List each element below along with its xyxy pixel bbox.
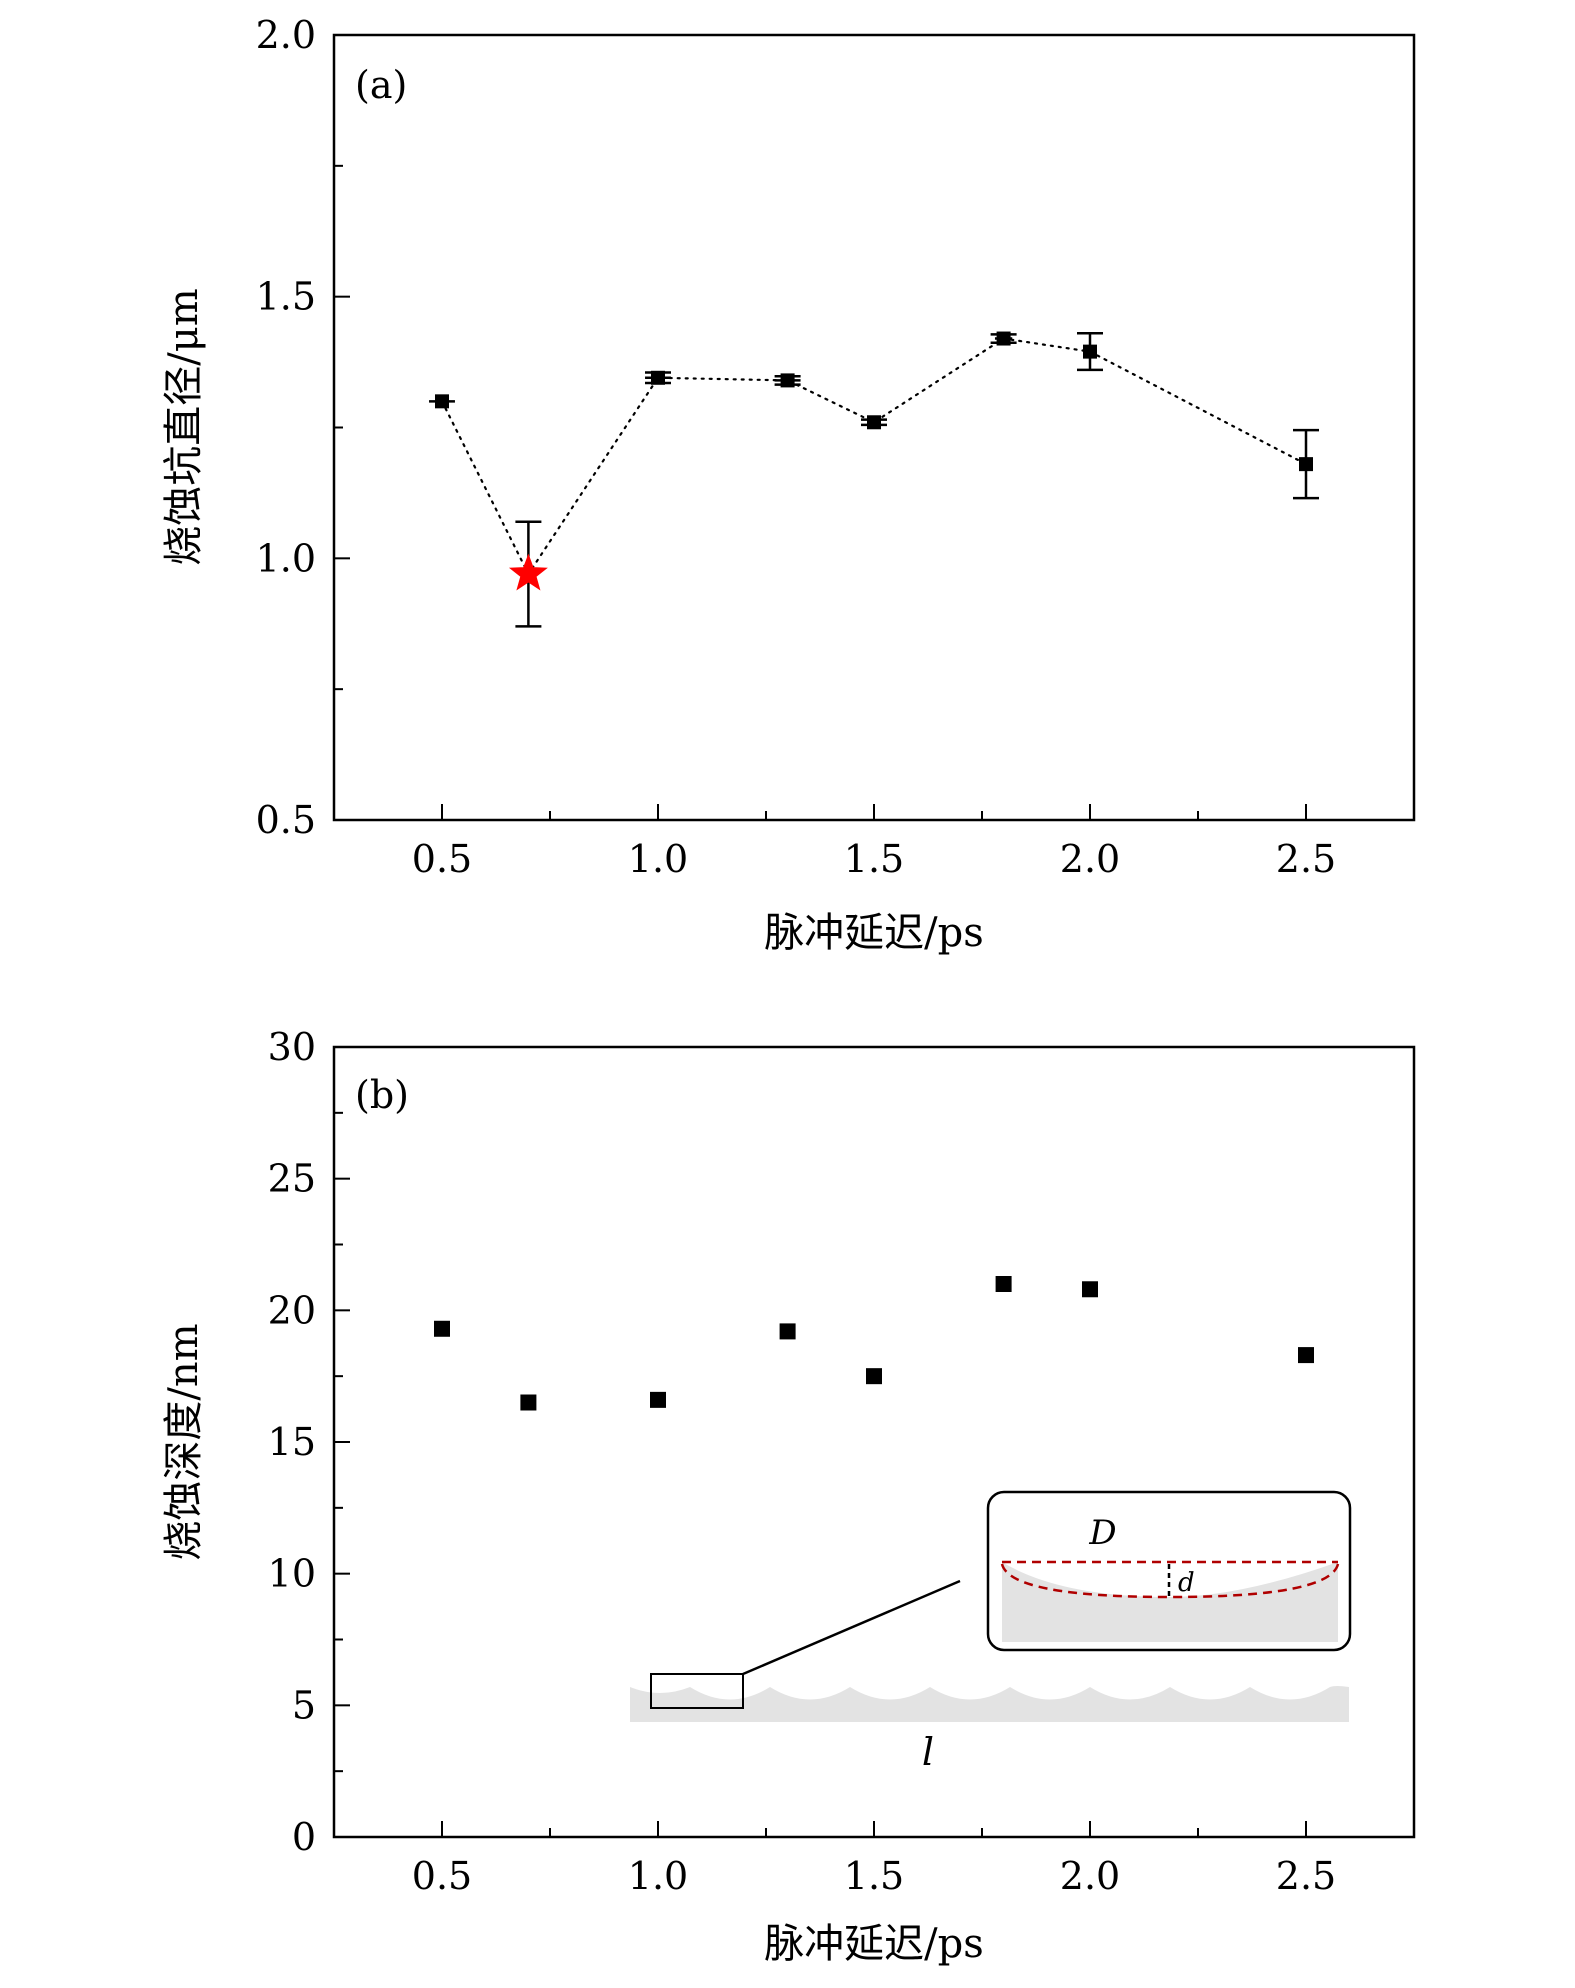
- length-label: l: [922, 1730, 934, 1774]
- y-tick-label: 2.0: [256, 13, 316, 57]
- panel-b-ticks: 0.5 1.0 1.5 2.0 2.5 0 5 10 15 20 25 30: [268, 1025, 1337, 1898]
- y-tick-label: 25: [268, 1157, 316, 1201]
- highlight-star-point: [508, 553, 548, 591]
- data-point: [435, 394, 449, 409]
- zoom-substrate: [1002, 1562, 1338, 1642]
- data-point: [866, 1368, 882, 1385]
- series-line: [440, 337, 1308, 577]
- panel-a-x-axis-title: 脉冲延迟/ps: [764, 910, 984, 956]
- data-point: [1082, 1281, 1098, 1298]
- data-point: [867, 415, 881, 430]
- data-point: [779, 1323, 796, 1340]
- data-point: [1299, 457, 1313, 472]
- data-point: [996, 331, 1011, 346]
- panel-b-label: (b): [355, 1073, 409, 1117]
- data-point: [650, 1391, 666, 1408]
- data-point: [780, 373, 795, 388]
- panel-a-error-bars: [429, 332, 1319, 628]
- data-point: [995, 1276, 1012, 1292]
- x-tick-label: 2.0: [1060, 837, 1120, 881]
- panel-a-y-axis-title: 烧蚀坑直径/μm: [161, 288, 207, 565]
- y-tick-label: 1.5: [256, 275, 316, 319]
- substrate-surface: [630, 1686, 1349, 1722]
- panel-b-x-axis-title: 脉冲延迟/ps: [764, 1921, 984, 1967]
- depth-label: d: [1178, 1568, 1195, 1598]
- data-point: [520, 1394, 537, 1411]
- crater-schematic-inset: D d l: [630, 1490, 1352, 1774]
- x-tick-label: 1.0: [628, 1854, 688, 1898]
- panel-b-data-points: [434, 1276, 1314, 1411]
- x-tick-label: 2.0: [1060, 1854, 1120, 1898]
- y-tick-label: 30: [268, 1025, 316, 1069]
- x-tick-label: 0.5: [412, 837, 472, 881]
- zoom-connector-line: [742, 1579, 961, 1676]
- y-tick-label: 20: [268, 1288, 316, 1332]
- data-point: [1298, 1347, 1314, 1364]
- y-tick-label: 0: [292, 1815, 316, 1859]
- x-tick-label: 1.5: [844, 837, 904, 881]
- x-tick-label: 2.5: [1276, 837, 1336, 881]
- x-tick-label: 2.5: [1276, 1854, 1336, 1898]
- y-tick-label: 10: [268, 1552, 316, 1596]
- x-tick-label: 1.0: [628, 837, 688, 881]
- y-tick-label: 15: [268, 1420, 316, 1464]
- y-tick-label: 0.5: [256, 798, 316, 842]
- panel-b-depth-chart: 0.5 1.0 1.5 2.0 2.5 0 5 10 15 20 25 30 D d l (b) 脉冲…: [161, 1025, 1416, 1967]
- y-tick-label: 5: [292, 1683, 316, 1727]
- panel-a-diameter-chart: 0.5 1.0 1.5 2.0 2.50.51.01.52.0 (a) 脉冲延迟/ps …: [161, 13, 1416, 956]
- panel-b-y-axis-title: 烧蚀深度/nm: [161, 1323, 207, 1560]
- panel-a-series-line: [440, 337, 1308, 577]
- panel-a-ticks: 0.5 1.0 1.5 2.0 2.5 0.5 1.0 1.5 2.0: [256, 13, 1337, 881]
- diameter-label: D: [1088, 1513, 1116, 1553]
- panel-a-label: (a): [355, 63, 407, 107]
- data-point: [1083, 344, 1097, 359]
- data-point: [651, 370, 665, 385]
- x-tick-label: 0.5: [412, 1854, 472, 1898]
- zoom-source-box: [650, 1673, 744, 1709]
- y-tick-label: 1.0: [256, 536, 316, 580]
- data-point: [434, 1320, 450, 1337]
- panel-a-data-points: [435, 331, 1313, 591]
- x-tick-label: 1.5: [844, 1854, 904, 1898]
